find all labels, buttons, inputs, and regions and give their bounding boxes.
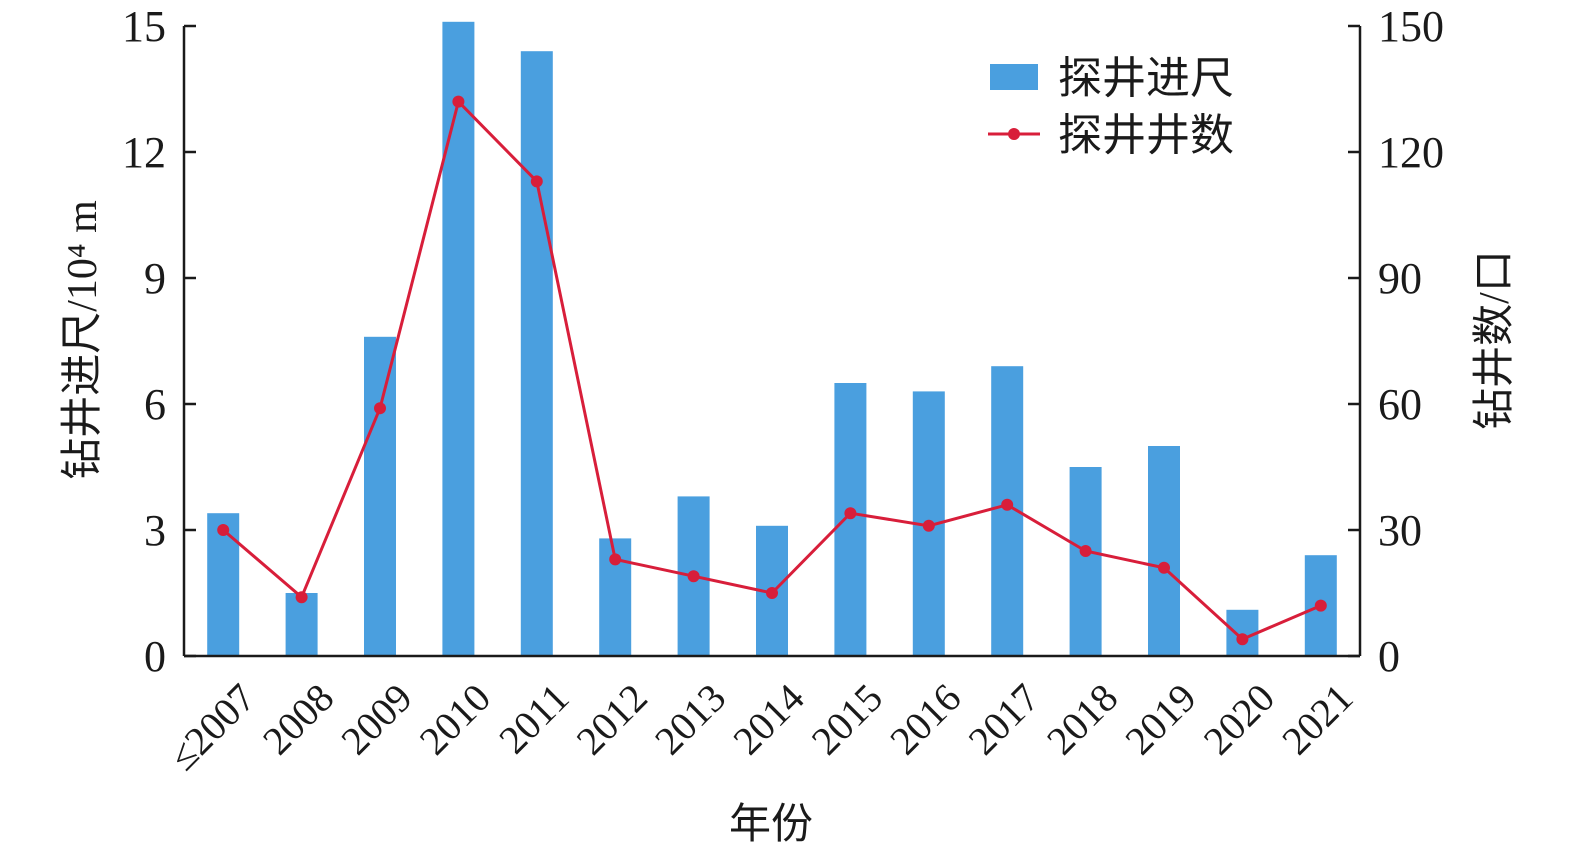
- line-point: [687, 570, 700, 583]
- bar: [364, 336, 396, 656]
- bar: [442, 21, 475, 657]
- legend: 探井进尺 探井井数: [988, 54, 1234, 160]
- right-tick-label: 150: [1378, 2, 1444, 51]
- left-tick-label: 6: [144, 380, 166, 429]
- axes: [182, 26, 1362, 658]
- left-tick-label: 3: [144, 506, 166, 555]
- right-tick-label: 60: [1378, 380, 1422, 429]
- line-point: [922, 519, 935, 532]
- line-point: [530, 175, 543, 188]
- left-tick-label: 9: [144, 254, 166, 303]
- x-tick-label: 2009: [332, 675, 420, 763]
- line-point: [1001, 498, 1014, 511]
- x-tick-label: 2019: [1116, 675, 1204, 763]
- x-tick-label: 2021: [1273, 675, 1361, 763]
- left-tick-label: 0: [144, 632, 166, 681]
- legend-bar-label: 探井进尺: [1058, 54, 1234, 103]
- line-point: [609, 553, 622, 566]
- right-tick-label: 0: [1378, 632, 1400, 681]
- left-tick-label: 12: [122, 128, 166, 177]
- legend-line-label: 探井井数: [1058, 111, 1234, 160]
- bar: [1148, 446, 1180, 656]
- right-tick-label: 120: [1378, 128, 1444, 177]
- line-point: [844, 507, 857, 520]
- right-y-axis-title: 钻井数/口: [1472, 250, 1518, 430]
- x-tick-label: 2011: [490, 675, 577, 762]
- line-series: [217, 95, 1327, 646]
- line-point: [766, 587, 778, 599]
- x-tick-label: 2013: [646, 675, 734, 763]
- x-tick-label: 2018: [1038, 675, 1126, 763]
- x-tick-label: 2012: [568, 675, 656, 763]
- bar: [285, 593, 318, 656]
- x-axis-title: 年份: [729, 801, 813, 848]
- left-tick-label: 15: [122, 2, 166, 51]
- line-point: [1236, 633, 1249, 646]
- bar: [834, 383, 867, 656]
- line-point: [295, 591, 308, 604]
- right-tick-label: 90: [1378, 254, 1422, 303]
- left-y-ticks: 0 3 6 9 12 15: [122, 2, 196, 681]
- x-tick-label: 2020: [1195, 675, 1283, 763]
- legend-bar-swatch: [990, 64, 1038, 90]
- x-tick-label: 2014: [724, 675, 812, 763]
- x-tick-label: 2015: [803, 675, 891, 763]
- line-point: [374, 402, 386, 415]
- x-tick-label: 2010: [411, 675, 499, 763]
- bar: [1069, 467, 1102, 656]
- x-tick-label: 2016: [881, 675, 969, 763]
- bar: [520, 51, 553, 656]
- left-y-axis-title: 钻井进尺/10⁴ m: [60, 200, 106, 480]
- legend-line-marker: [1008, 128, 1020, 140]
- line-point: [452, 95, 465, 108]
- right-tick-label: 30: [1378, 506, 1422, 555]
- line-point: [1158, 561, 1170, 574]
- x-tick-label: ≤2007: [160, 675, 264, 779]
- line-point: [1314, 599, 1327, 612]
- line-point: [1079, 545, 1092, 557]
- x-ticks: ≤200720082009201020112012201320142015201…: [160, 675, 1362, 779]
- bar: [1226, 609, 1259, 656]
- right-y-ticks: 0 30 60 90 120 150: [1348, 2, 1444, 681]
- bar-series: [207, 21, 1337, 657]
- x-tick-label: 2017: [960, 675, 1048, 763]
- x-tick-label: 2008: [254, 675, 342, 763]
- bar: [207, 513, 240, 656]
- line-point: [217, 524, 230, 536]
